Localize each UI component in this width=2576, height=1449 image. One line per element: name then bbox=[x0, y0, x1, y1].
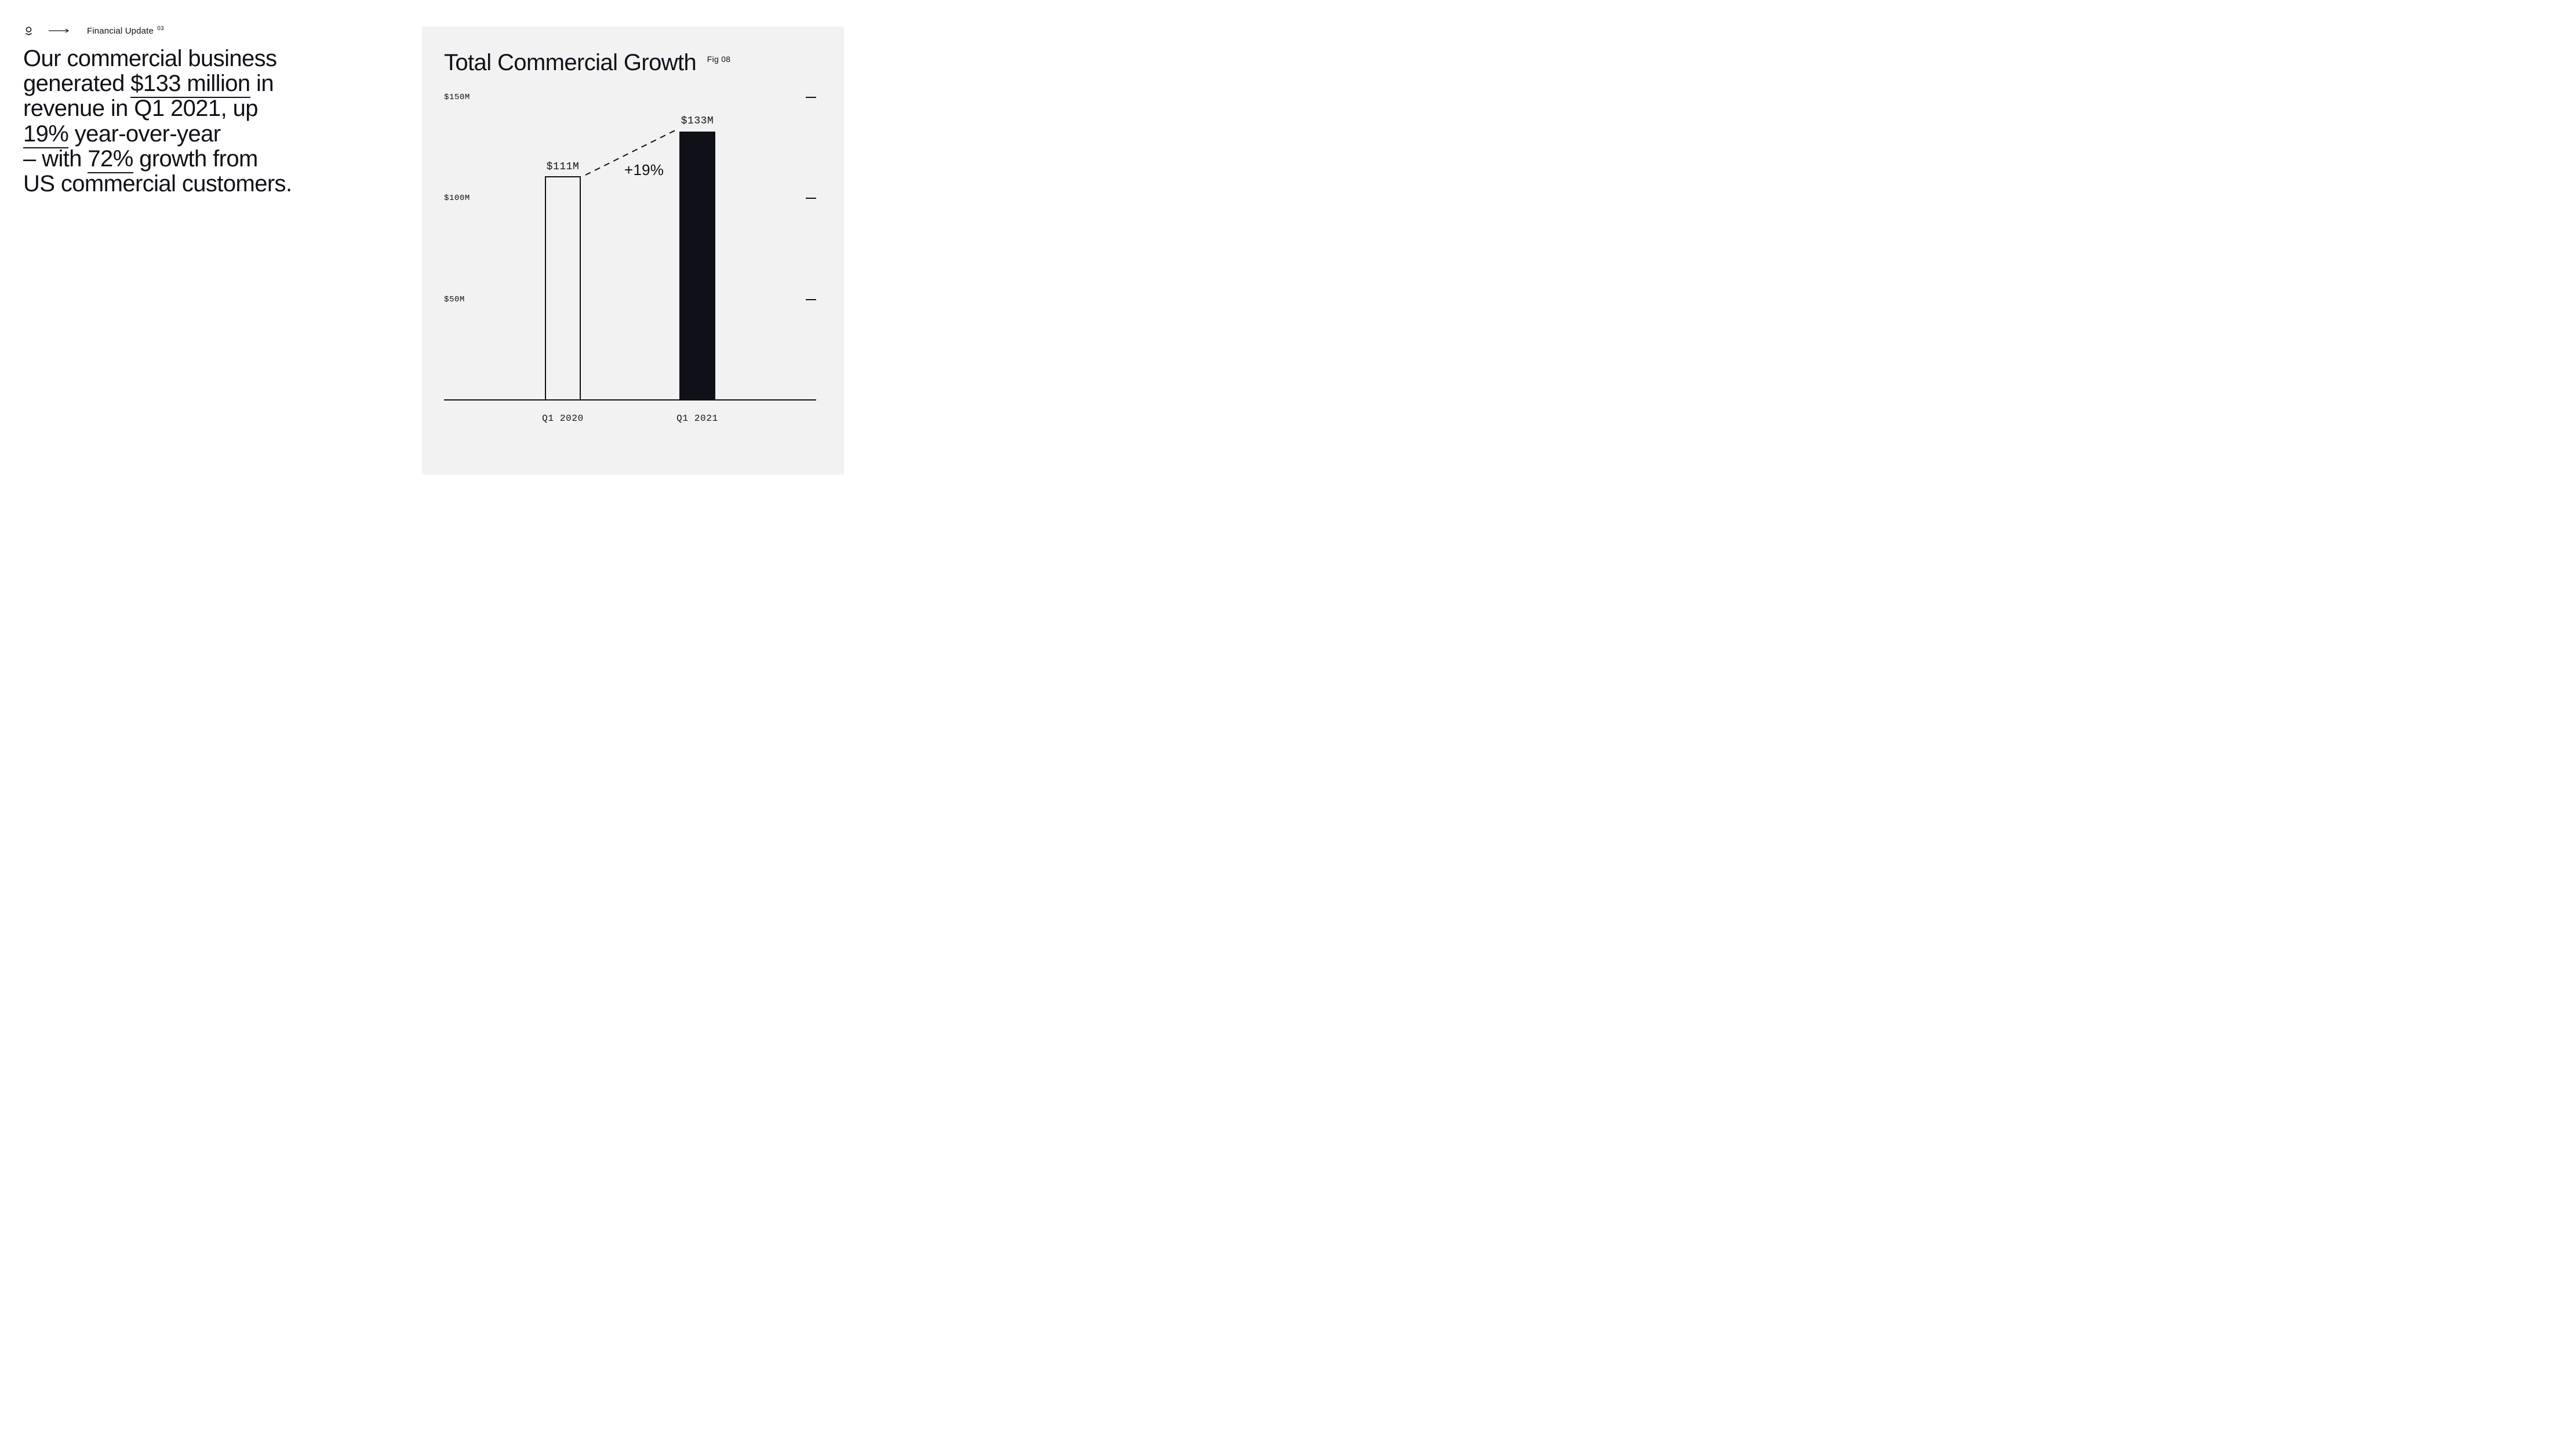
breadcrumb-number: 03 bbox=[157, 26, 163, 32]
growth-percent-label: +19% bbox=[624, 161, 664, 179]
y-axis-label: $100M bbox=[444, 194, 470, 203]
slide: Financial Update 03 Our commercial busin… bbox=[0, 0, 844, 475]
chart-plot: $50M$100M$150M$111M$133M+19% bbox=[444, 97, 816, 401]
copy-text: in bbox=[250, 71, 274, 96]
headline-copy: Our commercial business generated $133 m… bbox=[23, 46, 336, 196]
chart-panel: Total Commercial Growth Fig 08 $50M $100M… bbox=[422, 27, 844, 475]
x-axis-label: Q1 2020 bbox=[542, 413, 584, 424]
copy-text: year-over-year bbox=[68, 121, 220, 147]
copy-text: generated bbox=[23, 71, 130, 96]
palantir-logo-icon bbox=[26, 27, 31, 35]
breadcrumb: Financial Update 03 bbox=[87, 26, 164, 36]
bar-prior: $111M bbox=[545, 176, 581, 401]
copy-text: revenue in Q1 2021, up bbox=[23, 96, 258, 121]
growth-connector-line bbox=[444, 97, 816, 401]
bar-value-label: $133M bbox=[681, 115, 714, 127]
copy-text: growth from bbox=[133, 146, 258, 172]
y-axis-tick bbox=[806, 299, 816, 300]
copy-text: Our commercial business bbox=[23, 46, 276, 71]
copy-underline-revenue: $133 million bbox=[130, 71, 250, 98]
chart-fig-label: Fig 08 bbox=[707, 54, 731, 64]
y-axis-tick bbox=[806, 97, 816, 98]
copy-underline-us: 72% bbox=[88, 146, 133, 173]
y-axis-label: $50M bbox=[444, 295, 465, 304]
copy-text: – with bbox=[23, 146, 88, 172]
chart-area: $50M$100M$150M$111M$133M+19% Q1 2020Q1 2… bbox=[444, 97, 816, 428]
breadcrumb-label: Financial Update bbox=[87, 26, 154, 36]
x-axis-line bbox=[444, 399, 816, 401]
copy-text: US commercial customers. bbox=[23, 171, 292, 196]
y-axis-label: $150M bbox=[444, 93, 470, 102]
bar-current: $133M bbox=[679, 132, 715, 401]
chart-title-text: Total Commercial Growth bbox=[444, 50, 696, 75]
copy-underline-yoy: 19% bbox=[23, 121, 68, 148]
bar-value-label: $111M bbox=[547, 161, 580, 173]
x-axis-label: Q1 2021 bbox=[676, 413, 718, 424]
chart-title: Total Commercial Growth Fig 08 bbox=[444, 50, 730, 76]
header-row: Financial Update 03 bbox=[26, 26, 164, 36]
y-axis-tick bbox=[806, 198, 816, 199]
arrow-right-icon bbox=[49, 28, 70, 33]
